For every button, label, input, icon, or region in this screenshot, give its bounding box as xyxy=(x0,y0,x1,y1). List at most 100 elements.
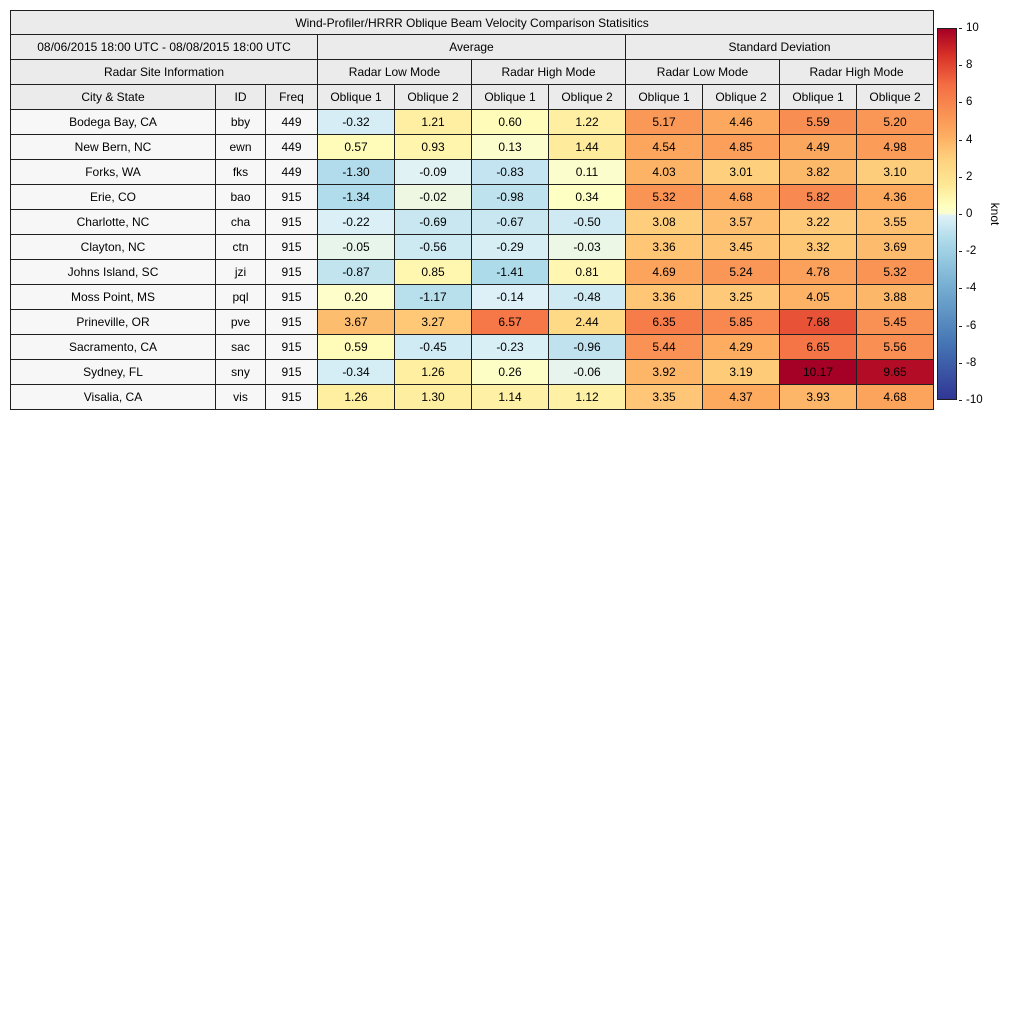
group-header-avg-low-mode: Radar Low Mode xyxy=(317,59,472,85)
cell-value: 3.19 xyxy=(702,359,780,385)
cell-value: -0.14 xyxy=(471,284,549,310)
cell-value: -0.50 xyxy=(548,209,626,235)
colorbar-tick-mark xyxy=(959,214,962,215)
cell-id: sny xyxy=(215,359,266,385)
cell-value: 0.85 xyxy=(394,259,472,285)
table-row: Visalia, CA vis 915 1.26 1.30 1.14 1.12 3.35 4.3… xyxy=(10,384,935,410)
cell-value: -0.05 xyxy=(317,234,395,260)
group-header-std-high-mode: Radar High Mode xyxy=(778,59,935,85)
colorbar-tick-label: -10 xyxy=(966,394,983,406)
cell-value: 3.67 xyxy=(317,309,395,335)
cell-value: 3.82 xyxy=(779,159,857,185)
cell-value: 5.85 xyxy=(702,309,780,335)
cell-value: 4.68 xyxy=(855,384,935,410)
cell-value: -0.02 xyxy=(394,184,472,210)
cell-value: 1.21 xyxy=(394,109,472,135)
table-row: Sydney, FL sny 915 -0.34 1.26 0.26 -0.06 3.92 3.… xyxy=(10,359,935,385)
cell-freq: 449 xyxy=(265,134,318,160)
cell-value: 1.14 xyxy=(471,384,549,410)
group-header-site-info: Radar Site Information xyxy=(10,59,318,85)
column-header-row: City & State ID Freq Oblique 1 Oblique 2 Obli… xyxy=(10,84,935,110)
cell-city: Clayton, NC xyxy=(10,234,216,260)
cell-id: pve xyxy=(215,309,266,335)
table-row: Charlotte, NC cha 915 -0.22 -0.69 -0.67 -0.50 3… xyxy=(10,209,935,235)
cell-id: jzi xyxy=(215,259,266,285)
group-header-std-deviation: Standard Deviation xyxy=(624,34,935,60)
cell-value: 3.35 xyxy=(625,384,703,410)
cell-value: 5.32 xyxy=(855,259,935,285)
colorbar-unit-label: knot xyxy=(988,202,1002,226)
column-header: Oblique 2 xyxy=(702,84,780,110)
cell-id: fks xyxy=(215,159,266,185)
cell-value: 0.34 xyxy=(548,184,626,210)
cell-city: Prineville, OR xyxy=(10,309,216,335)
cell-city: Erie, CO xyxy=(10,184,216,210)
cell-value: -0.98 xyxy=(471,184,549,210)
cell-value: 10.17 xyxy=(779,359,857,385)
cell-value: 1.22 xyxy=(548,109,626,135)
colorbar-tick-mark xyxy=(959,139,962,141)
cell-value: 1.12 xyxy=(548,384,626,410)
cell-freq: 915 xyxy=(265,309,318,335)
cell-value: 3.27 xyxy=(394,309,472,335)
cell-value: 0.20 xyxy=(317,284,395,310)
cell-freq: 915 xyxy=(265,234,318,260)
colorbar-tick-label: 10 xyxy=(966,22,979,34)
cell-value: -0.03 xyxy=(548,234,626,260)
column-header: Oblique 1 xyxy=(779,84,857,110)
cell-value: 4.68 xyxy=(702,184,780,210)
column-header: Oblique 2 xyxy=(394,84,472,110)
cell-value: 4.49 xyxy=(779,134,857,160)
colorbar-tick-mark xyxy=(959,400,962,401)
cell-id: vis xyxy=(215,384,266,410)
cell-value: 0.60 xyxy=(471,109,549,135)
cell-value: 3.25 xyxy=(702,284,780,310)
colorbar-tick-mark xyxy=(959,102,962,104)
cell-value: 5.59 xyxy=(779,109,857,135)
cell-value: 3.36 xyxy=(625,234,703,260)
colorbar-tick-label: 8 xyxy=(966,59,973,72)
cell-value: -0.56 xyxy=(394,234,472,260)
colorbar-tick-label: -2 xyxy=(966,245,977,258)
colorbar-tick-label: -4 xyxy=(966,282,977,295)
cell-value: 5.20 xyxy=(855,109,935,135)
stats-table: Wind-Profiler/HRRR Oblique Beam Velocity… xyxy=(9,10,935,410)
table-row: Erie, CO bao 915 -1.34 -0.02 -0.98 0.34 5.32 4.6… xyxy=(10,184,935,210)
cell-value: 0.13 xyxy=(471,134,549,160)
cell-value: -0.87 xyxy=(317,259,395,285)
column-header: Oblique 1 xyxy=(471,84,549,110)
cell-value: 1.30 xyxy=(394,384,472,410)
cell-value: 5.82 xyxy=(779,184,857,210)
cell-city: Forks, WA xyxy=(10,159,216,185)
group-header-std-low-mode: Radar Low Mode xyxy=(625,59,780,85)
cell-freq: 449 xyxy=(265,109,318,135)
column-header: Oblique 1 xyxy=(317,84,395,110)
cell-value: 9.65 xyxy=(855,359,935,385)
column-header: Freq xyxy=(265,84,318,110)
colorbar-tick-mark xyxy=(959,325,962,327)
group-row-1: 08/06/2015 18:00 UTC - 08/08/2015 18:00 … xyxy=(10,34,935,60)
cell-value: -1.41 xyxy=(471,259,549,285)
cell-value: 3.01 xyxy=(702,159,780,185)
group-row-2: Radar Site Information Radar Low Mode Ra… xyxy=(10,59,935,85)
cell-value: 4.78 xyxy=(779,259,857,285)
cell-value: 3.45 xyxy=(702,234,780,260)
cell-freq: 915 xyxy=(265,284,318,310)
cell-value: -0.09 xyxy=(394,159,472,185)
cell-id: bao xyxy=(215,184,266,210)
table-row: Bodega Bay, CA bby 449 -0.32 1.21 0.60 1.22 5.1… xyxy=(10,109,935,135)
group-header-avg-high-mode: Radar High Mode xyxy=(471,59,626,85)
cell-value: 5.17 xyxy=(625,109,703,135)
table-row: Prineville, OR pve 915 3.67 3.27 6.57 2.44 6.35… xyxy=(10,309,935,335)
cell-value: 5.56 xyxy=(855,334,935,360)
colorbar-tick-mark xyxy=(959,176,962,178)
table-row: Sacramento, CA sac 915 0.59 -0.45 -0.23 -0.96 5… xyxy=(10,334,935,360)
cell-value: 3.55 xyxy=(855,209,935,235)
cell-freq: 915 xyxy=(265,334,318,360)
cell-value: -1.17 xyxy=(394,284,472,310)
cell-value: 7.68 xyxy=(779,309,857,335)
cell-value: 4.54 xyxy=(625,134,703,160)
cell-value: 3.69 xyxy=(855,234,935,260)
cell-city: Bodega Bay, CA xyxy=(10,109,216,135)
